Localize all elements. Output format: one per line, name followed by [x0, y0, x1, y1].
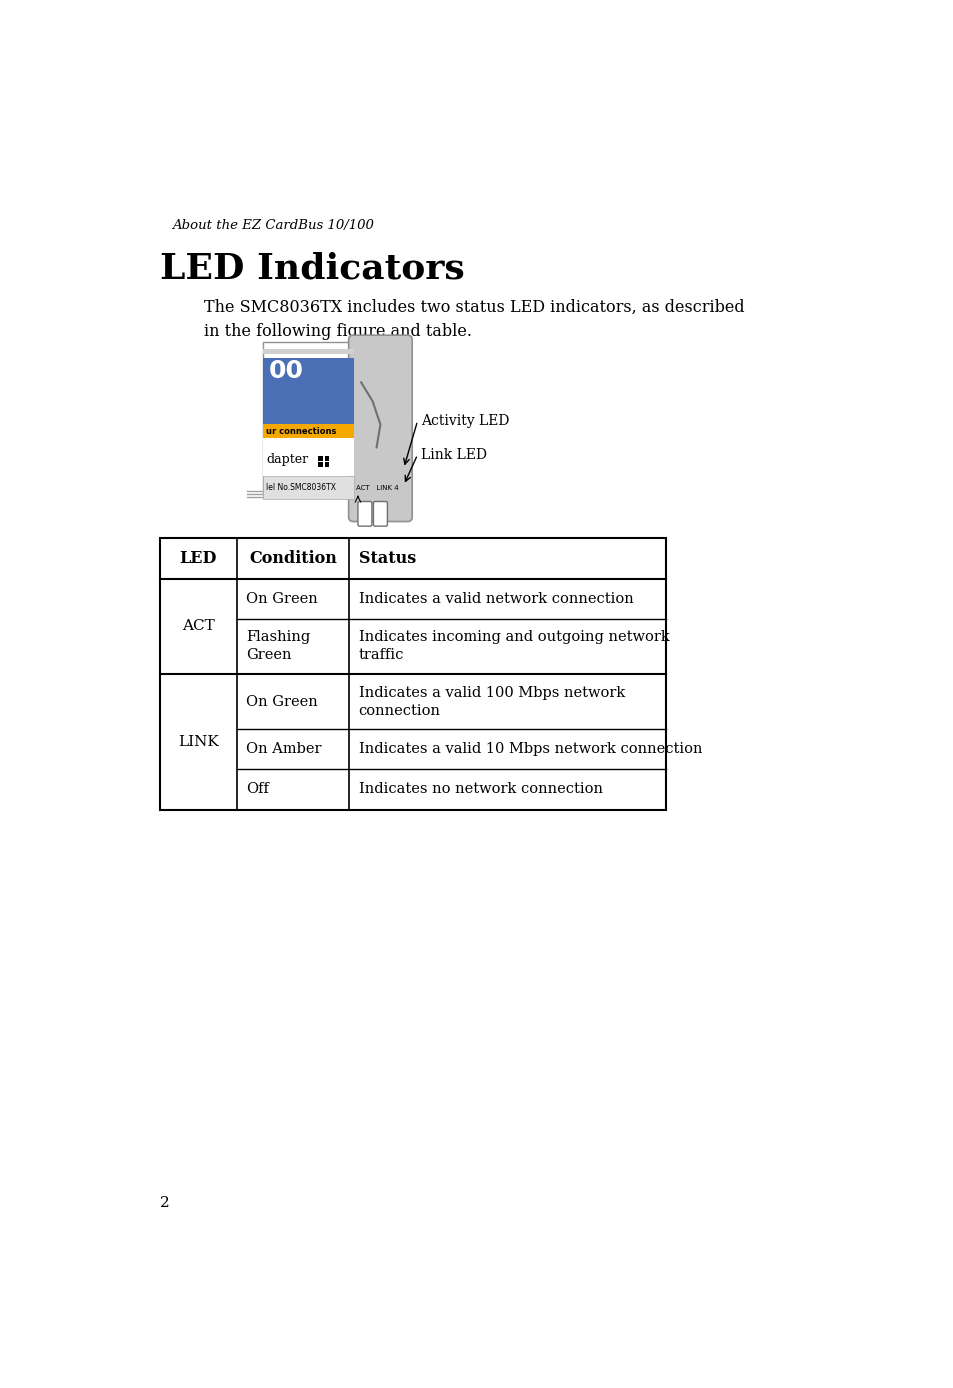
Text: Flashing
Green: Flashing Green: [246, 630, 311, 662]
Text: The SMC8036TX includes two status LED indicators, as described
in the following : The SMC8036TX includes two status LED in…: [204, 298, 744, 340]
Text: On Green: On Green: [246, 695, 317, 709]
Text: Condition: Condition: [249, 550, 336, 566]
Text: Indicates no network connection: Indicates no network connection: [358, 783, 602, 797]
Bar: [262, 437, 354, 476]
Text: On Green: On Green: [246, 591, 317, 605]
FancyBboxPatch shape: [348, 335, 412, 522]
Bar: [262, 476, 354, 500]
FancyBboxPatch shape: [373, 501, 387, 526]
Bar: [262, 358, 354, 423]
Text: dapter: dapter: [266, 452, 309, 465]
Text: Status: Status: [358, 550, 416, 566]
Text: Indicates incoming and outgoing network
traffic: Indicates incoming and outgoing network …: [358, 630, 669, 662]
Text: About the EZ CardBus 10/100: About the EZ CardBus 10/100: [172, 219, 374, 232]
Text: Activity LED: Activity LED: [421, 414, 509, 428]
Text: Indicates a valid network connection: Indicates a valid network connection: [358, 591, 633, 605]
Bar: [324, 457, 329, 461]
Bar: [318, 462, 323, 466]
Text: LED Indicators: LED Indicators: [159, 251, 464, 286]
Bar: [318, 457, 323, 461]
Text: lel No.SMC8036TX: lel No.SMC8036TX: [266, 483, 336, 493]
Text: ACT: ACT: [182, 619, 214, 633]
Text: ACT   LINK 4: ACT LINK 4: [355, 484, 397, 490]
Text: Off: Off: [246, 783, 269, 797]
Bar: [159, 539, 665, 809]
Bar: [262, 423, 354, 437]
Text: Link LED: Link LED: [421, 447, 487, 462]
Text: 00: 00: [269, 359, 303, 383]
Text: LINK: LINK: [178, 734, 218, 748]
Text: ur connections: ur connections: [266, 428, 336, 436]
Text: Indicates a valid 100 Mbps network
connection: Indicates a valid 100 Mbps network conne…: [358, 686, 624, 718]
FancyBboxPatch shape: [357, 501, 372, 526]
Bar: [262, 341, 354, 494]
Bar: [262, 348, 354, 354]
Text: Indicates a valid 10 Mbps network connection: Indicates a valid 10 Mbps network connec…: [358, 743, 701, 756]
Text: 2: 2: [159, 1196, 169, 1210]
Text: On Amber: On Amber: [246, 743, 321, 756]
Bar: [324, 462, 329, 466]
Text: LED: LED: [179, 550, 216, 566]
